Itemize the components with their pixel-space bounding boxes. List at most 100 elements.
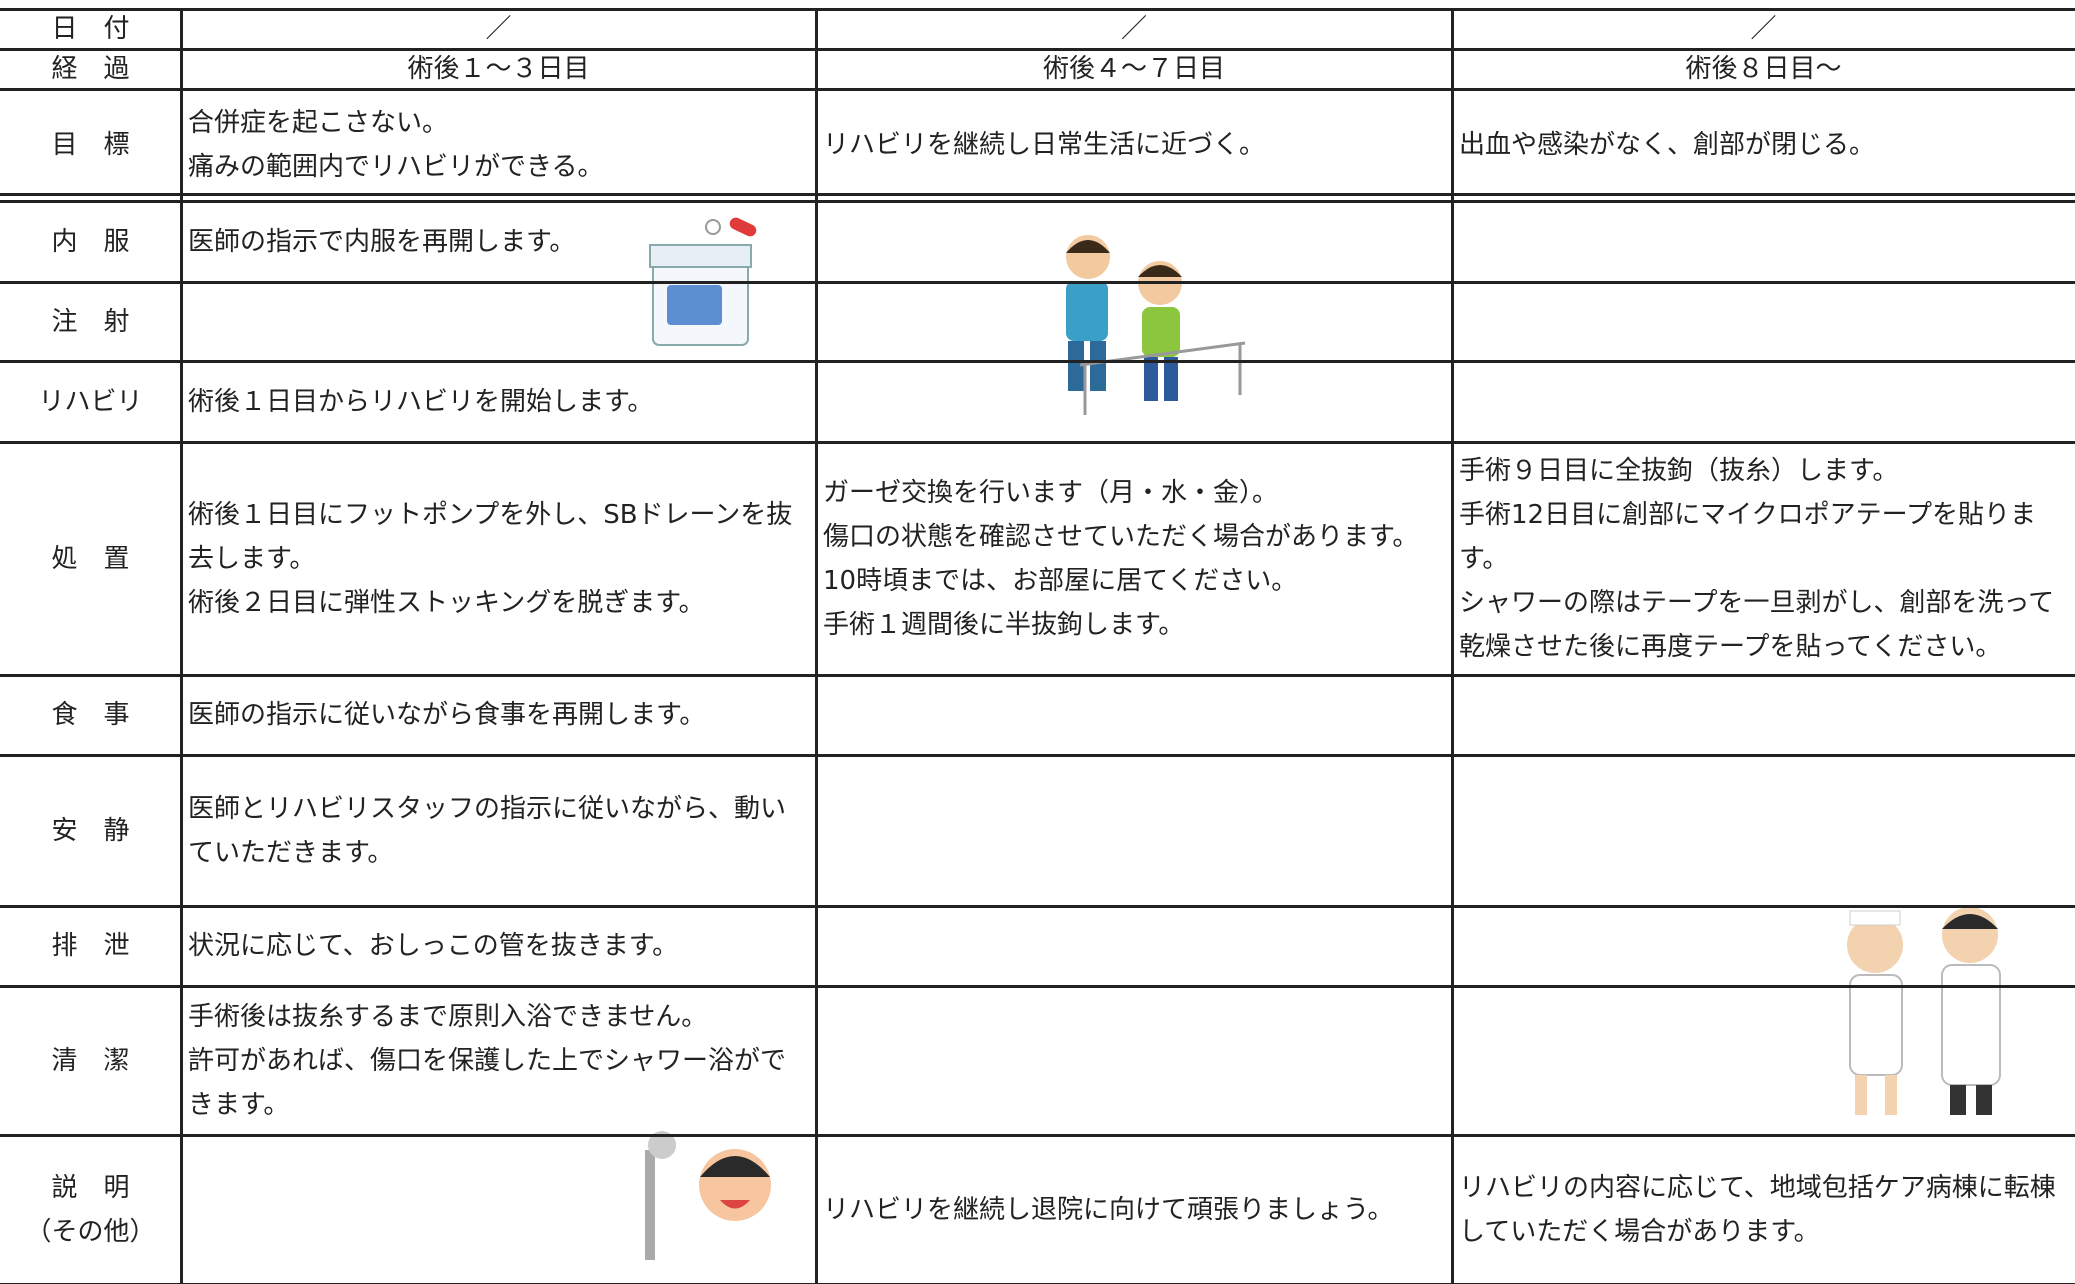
text-line: 経 過	[51, 54, 130, 84]
table-cell: 手術後は抜糸するまで原則入浴できません。許可があれば、傷口を保護した上でシャワー…	[181, 986, 816, 1135]
text-line: 手術１週間後に半抜鉤します。	[823, 609, 1185, 640]
row-border	[0, 281, 2075, 284]
text-line: 術後１日目にフットポンプを外し、SBドレーンを抜	[188, 499, 793, 530]
table-cell	[1452, 986, 2075, 1135]
text-line: 術後４～７日目	[1042, 54, 1225, 84]
table-cell: 合併症を起こさない。痛みの範囲内でリハビリができる。	[181, 89, 816, 201]
rehab-illustration	[1066, 235, 1246, 415]
table-cell	[1452, 755, 2075, 906]
row-border	[0, 1134, 2075, 1137]
text-line: 排 泄	[51, 931, 130, 961]
row-border	[0, 441, 2075, 444]
table-cell	[1452, 361, 2075, 442]
row-label: 内 服	[0, 201, 181, 282]
text-line: していただく場合があります。	[1459, 1216, 1820, 1247]
table-cell: リハビリを継続し退院に向けて頑張りましょう。	[816, 1135, 1452, 1284]
text-line: 許可があれば、傷口を保護した上でシャワー浴がで	[188, 1045, 787, 1076]
text-line: 乾燥させた後に再度テープを貼ってください。	[1459, 631, 2002, 662]
double-border	[0, 193, 2075, 196]
row-border	[0, 48, 2075, 51]
table-cell	[816, 986, 1452, 1135]
row-label: 経 過	[0, 49, 181, 89]
text-line: 医師の指示に従いながら食事を再開します。	[188, 700, 706, 730]
text-line: 去します。	[188, 543, 316, 574]
row-label: リハビリ	[0, 361, 181, 442]
text-line: 手術12日目に創部にマイクロポアテープを貼りま	[1459, 499, 2037, 530]
text-line: （その他）	[25, 1216, 156, 1247]
row-border	[0, 88, 2075, 91]
column-border	[815, 9, 818, 1284]
text-line: 注 射	[51, 306, 130, 337]
table-cell: 出血や感染がなく、創部が閉じる。	[1452, 89, 2075, 201]
table-cell	[816, 201, 1452, 282]
text-line: リハビリを継続し日常生活に近づく。	[823, 130, 1266, 160]
table-cell: ／	[1452, 9, 2075, 49]
row-border	[0, 200, 2075, 203]
row-label: 注 射	[0, 282, 181, 361]
text-line: 清 潔	[51, 1045, 130, 1076]
text-line: ／	[1750, 14, 1777, 44]
table-cell	[1452, 201, 2075, 282]
table-cell	[816, 755, 1452, 906]
table-cell	[1452, 906, 2075, 986]
table-cell: ／	[816, 9, 1452, 49]
row-label: 説 明 （その他）	[0, 1135, 181, 1284]
text-line: 痛みの範囲内でリハビリができる。	[188, 152, 604, 182]
row-border	[0, 985, 2075, 988]
row-label: 食 事	[0, 675, 181, 755]
row-border	[0, 360, 2075, 363]
text-line: 10時頃までは、お部屋に居てください。	[823, 565, 1298, 596]
text-line: 術後１～３日目	[407, 54, 590, 84]
text-line: 医師の指示で内服を再開します。	[188, 226, 576, 257]
row-border	[0, 905, 2075, 908]
text-line: 説 明	[51, 1172, 130, 1203]
text-line: 手術後は抜糸するまで原則入浴できません。	[188, 1001, 708, 1032]
text-line: 手術９日目に全抜鉤（抜糸）します。	[1459, 455, 1899, 486]
table-cell	[816, 361, 1452, 442]
text-line: 状況に応じて、おしっこの管を抜きます。	[188, 931, 679, 961]
table-cell	[181, 282, 816, 361]
text-line: 内 服	[51, 226, 130, 257]
table-cell: 状況に応じて、おしっこの管を抜きます。	[181, 906, 816, 986]
text-line: 安 静	[51, 815, 130, 846]
row-label: 安 静	[0, 755, 181, 906]
row-label: 清 潔	[0, 986, 181, 1135]
table-cell: 医師の指示で内服を再開します。	[181, 201, 816, 282]
row-border	[0, 754, 2075, 757]
table-cell: 術後１～３日目	[181, 49, 816, 89]
row-label: 目 標	[0, 89, 181, 201]
table-cell	[816, 282, 1452, 361]
text-line: ／	[1120, 14, 1147, 44]
row-label: 日 付	[0, 9, 181, 49]
text-line: 術後２日目に弾性ストッキングを脱ぎます。	[188, 587, 705, 618]
text-line: 日 付	[51, 14, 130, 44]
text-line: 術後１日目からリハビリを開始します。	[188, 386, 654, 417]
table-cell	[816, 906, 1452, 986]
text-line: 処 置	[51, 543, 130, 574]
text-line: シャワーの際はテープを一旦剥がし、創部を洗って	[1459, 587, 2055, 618]
text-line: ガーゼ交換を行います（月・水・金）。	[823, 477, 1279, 508]
text-line: す。	[1459, 543, 1509, 574]
text-line: 目 標	[51, 130, 130, 160]
row-border	[0, 674, 2075, 677]
table-cell: 医師とリハビリスタッフの指示に従いながら、動い ていただきます。	[181, 755, 816, 906]
table-cell: ガーゼ交換を行います（月・水・金）。 傷口の状態を確認させていただく場合があります…	[816, 442, 1452, 675]
row-label: 排 泄	[0, 906, 181, 986]
table-cell	[1452, 675, 2075, 755]
table-cell: リハビリの内容に応じて、地域包括ケア病棟に転棟 していただく場合があります。	[1452, 1135, 2075, 1284]
text-line: リハビリを継続し退院に向けて頑張りましょう。	[823, 1194, 1394, 1225]
text-line: 合併症を起こさない。	[188, 108, 449, 138]
table-cell	[181, 1135, 816, 1284]
table-cell: 術後１日目にフットポンプを外し、SBドレーンを抜 去します。術後２日目に弾性ストッ…	[181, 442, 816, 675]
table-cell	[816, 675, 1452, 755]
column-border	[1451, 9, 1454, 1284]
text-line: リハビリ	[38, 386, 143, 417]
text-line: きます。	[188, 1089, 290, 1120]
row-label: 処 置	[0, 442, 181, 675]
table-cell: 術後１日目からリハビリを開始します。	[181, 361, 816, 442]
shower-illustration	[645, 1131, 771, 1260]
medicine-bag-illustration	[649, 217, 757, 346]
row-border	[0, 8, 2075, 11]
text-line: 出血や感染がなく、創部が閉じる。	[1459, 130, 1876, 160]
